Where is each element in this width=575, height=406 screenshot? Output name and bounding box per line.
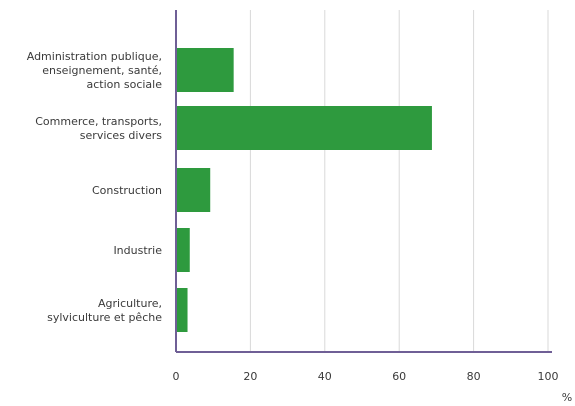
bar [176,228,190,272]
category-label: Agriculture, sylviculture et pêche [47,297,162,324]
category-label-line: Agriculture, [98,297,162,310]
bar [176,106,432,150]
x-tick-label: 0 [173,370,180,383]
x-unit-label: % [562,391,572,404]
category-labels: Administration publique, enseignement, sa… [27,50,163,324]
category-label-line: services divers [80,129,162,142]
bars [176,48,432,332]
bar [176,48,234,92]
grid-lines [249,10,549,352]
category-label-line: sylviculture et pêche [47,311,162,324]
category-label-line: Industrie [113,244,162,257]
x-tick-label: 40 [318,370,332,383]
category-label: Construction [92,184,162,197]
category-label: Administration publique, enseignement, sa… [27,50,162,91]
x-tick-labels: 0 20 40 60 80 100 [173,370,559,383]
category-label: Commerce, transports, services divers [35,115,162,142]
bar [176,288,188,332]
bar [176,168,211,212]
category-label: Industrie [113,244,162,257]
category-label-line: enseignement, santé, [42,64,162,77]
category-label-line: Commerce, transports, [35,115,162,128]
x-tick-label: 20 [243,370,257,383]
x-tick-label: 100 [538,370,559,383]
category-label-line: action sociale [87,78,163,91]
x-tick-label: 60 [392,370,406,383]
category-label-line: Administration publique, [27,50,162,63]
category-label-line: Construction [92,184,162,197]
x-tick-label: 80 [467,370,481,383]
